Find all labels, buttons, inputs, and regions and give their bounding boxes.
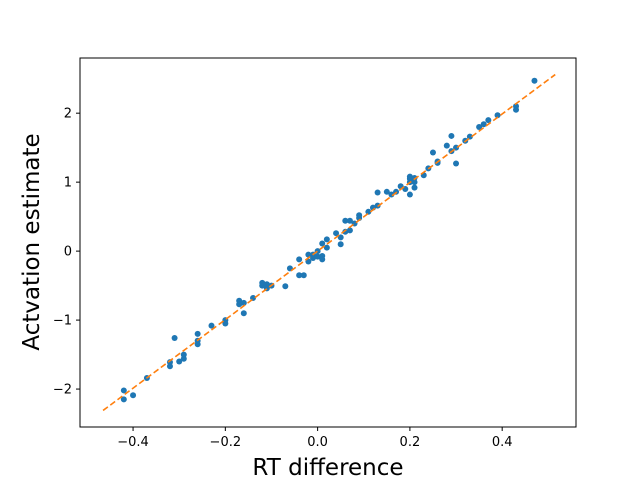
data-point	[513, 103, 520, 110]
data-point	[448, 132, 455, 139]
data-point	[194, 341, 201, 348]
data-point	[120, 387, 127, 394]
data-point	[314, 253, 321, 260]
y-axis: −2 −1 0 1 2	[53, 107, 80, 398]
data-point	[319, 256, 326, 263]
data-point	[406, 173, 413, 180]
data-point	[429, 149, 436, 156]
data-point	[180, 355, 187, 362]
data-point	[411, 175, 418, 182]
data-point	[166, 363, 173, 370]
data-point	[208, 322, 215, 329]
data-point	[240, 310, 247, 317]
x-tick-label: 0.0	[307, 435, 328, 450]
data-point	[296, 272, 303, 279]
data-point	[296, 256, 303, 263]
axes-frame	[79, 57, 577, 428]
data-point	[342, 228, 349, 235]
data-point	[333, 230, 340, 237]
data-point	[365, 208, 372, 215]
data-point	[443, 142, 450, 149]
data-point	[263, 281, 270, 288]
data-point	[476, 123, 483, 130]
data-point	[176, 358, 183, 365]
data-point	[346, 227, 353, 234]
x-tick-label: 0.2	[400, 435, 421, 450]
data-point	[342, 217, 349, 224]
data-point	[531, 77, 538, 84]
data-point	[480, 121, 487, 128]
data-point	[236, 301, 243, 308]
x-axis: −0.4 −0.2 0.0 0.2 0.4	[117, 427, 513, 450]
x-tick-label: 0.4	[492, 435, 513, 450]
y-tick-label: −2	[53, 383, 72, 398]
y-tick-label: 2	[64, 107, 72, 122]
data-point	[406, 191, 413, 198]
data-point	[259, 279, 266, 286]
data-point	[194, 330, 201, 337]
data-point	[323, 244, 330, 251]
y-axis-label: Actvation estimate	[19, 133, 45, 350]
data-point	[494, 112, 501, 119]
data-point	[282, 283, 289, 290]
y-tick-label: −1	[53, 314, 72, 329]
data-point	[411, 184, 418, 191]
data-point	[323, 236, 330, 243]
data-point	[383, 188, 390, 195]
y-tick-label: 0	[64, 245, 72, 260]
data-point	[374, 189, 381, 196]
data-point	[171, 335, 178, 342]
data-point	[346, 217, 353, 224]
data-point	[411, 179, 418, 186]
plot-area	[102, 73, 556, 412]
data-point	[319, 240, 326, 247]
fit-line	[102, 73, 556, 412]
data-point	[130, 392, 137, 399]
data-point	[180, 351, 187, 358]
data-point	[485, 117, 492, 124]
data-point	[166, 359, 173, 366]
x-tick-label: −0.4	[117, 435, 149, 450]
data-point	[300, 272, 307, 279]
data-point	[120, 396, 127, 403]
data-point	[240, 299, 247, 306]
x-tick-label: −0.2	[210, 435, 242, 450]
x-axis-label: RT difference	[252, 455, 403, 480]
data-point	[222, 320, 229, 327]
data-point	[337, 241, 344, 248]
data-point	[310, 255, 316, 262]
data-point	[453, 160, 460, 167]
data-point	[305, 251, 312, 258]
y-tick-label: 1	[64, 176, 72, 191]
